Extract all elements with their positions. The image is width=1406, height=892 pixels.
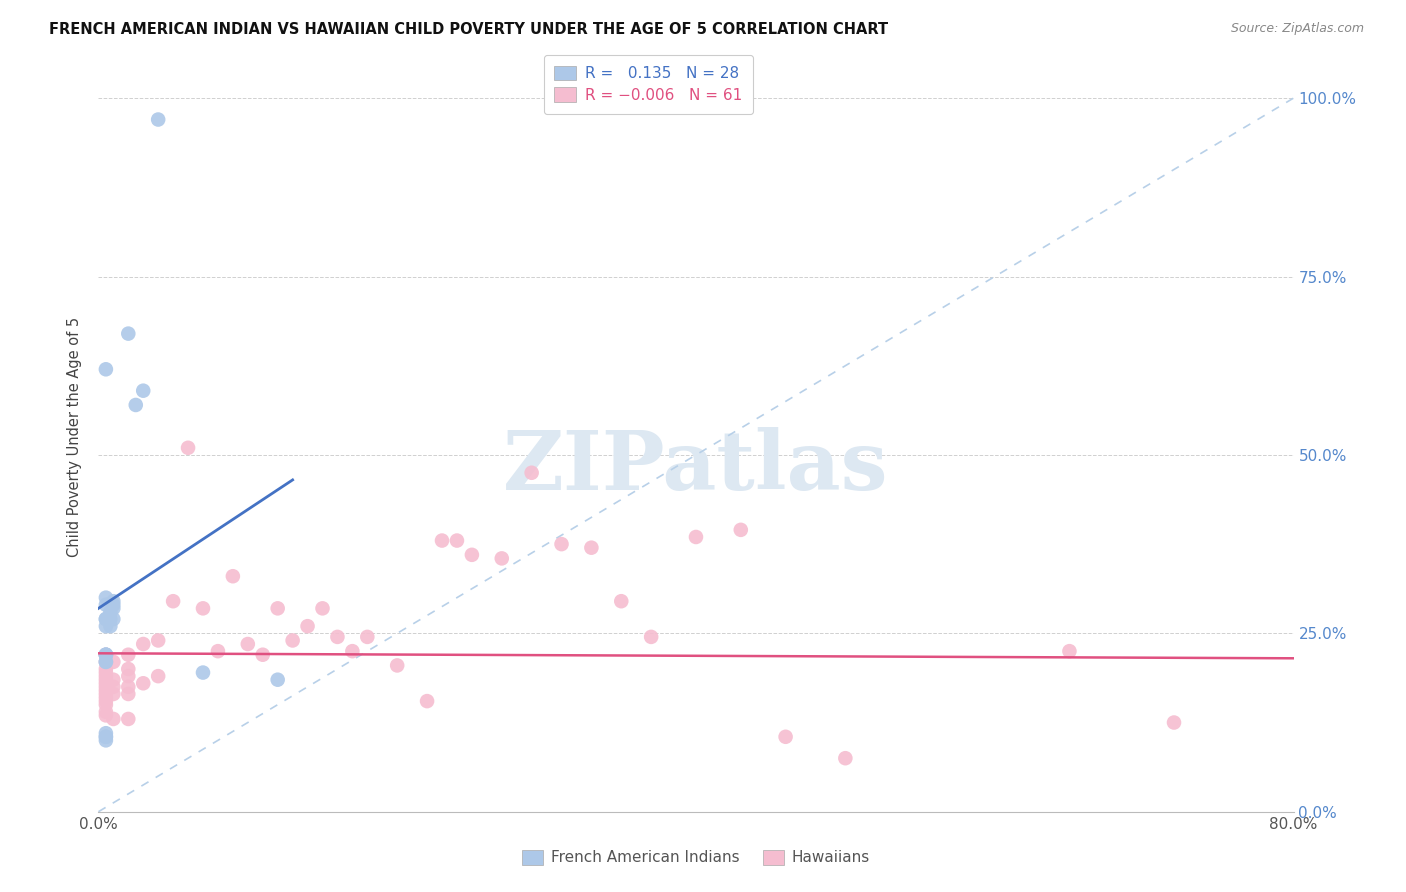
Point — [103, 594, 125, 608]
Point — [148, 633, 170, 648]
Point — [730, 523, 752, 537]
Y-axis label: Child Poverty Under the Age of 5: Child Poverty Under the Age of 5 — [67, 317, 83, 558]
Point — [94, 362, 117, 376]
Point — [117, 669, 139, 683]
Point — [356, 630, 378, 644]
Point — [94, 648, 117, 662]
Text: FRENCH AMERICAN INDIAN VS HAWAIIAN CHILD POVERTY UNDER THE AGE OF 5 CORRELATION : FRENCH AMERICAN INDIAN VS HAWAIIAN CHILD… — [49, 22, 889, 37]
Point — [1163, 715, 1185, 730]
Point — [103, 601, 125, 615]
Point — [94, 655, 117, 669]
Point — [125, 398, 148, 412]
Point — [117, 712, 139, 726]
Point — [311, 601, 333, 615]
Point — [94, 662, 117, 676]
Point — [94, 687, 117, 701]
Point — [685, 530, 707, 544]
Point — [94, 612, 117, 626]
Point — [94, 730, 117, 744]
Point — [94, 591, 117, 605]
Point — [94, 694, 117, 708]
Text: Source: ZipAtlas.com: Source: ZipAtlas.com — [1230, 22, 1364, 36]
Point — [236, 637, 259, 651]
Point — [94, 680, 117, 694]
Point — [94, 676, 117, 690]
Point — [267, 673, 290, 687]
Point — [610, 594, 633, 608]
Point — [281, 633, 304, 648]
Point — [117, 687, 139, 701]
Point — [94, 612, 117, 626]
Point — [132, 637, 155, 651]
Point — [177, 441, 200, 455]
Point — [207, 644, 229, 658]
Point — [94, 690, 117, 705]
Point — [117, 326, 139, 341]
Point — [103, 655, 125, 669]
Point — [834, 751, 856, 765]
Point — [94, 669, 117, 683]
Point — [94, 598, 117, 612]
Point — [98, 605, 122, 619]
Point — [98, 612, 122, 626]
Point — [1059, 644, 1081, 658]
Point — [191, 601, 214, 615]
Point — [94, 673, 117, 687]
Point — [132, 384, 155, 398]
Point — [94, 730, 117, 744]
Point — [297, 619, 319, 633]
Text: ZIPatlas: ZIPatlas — [503, 427, 889, 507]
Point — [162, 594, 184, 608]
Point — [94, 726, 117, 740]
Point — [103, 712, 125, 726]
Point — [103, 673, 125, 687]
Point — [581, 541, 603, 555]
Point — [267, 601, 290, 615]
Point — [94, 733, 117, 747]
Point — [94, 698, 117, 712]
Point — [416, 694, 439, 708]
Point — [94, 708, 117, 723]
Point — [775, 730, 797, 744]
Point — [103, 687, 125, 701]
Point — [446, 533, 468, 548]
Point — [94, 648, 117, 662]
Point — [520, 466, 543, 480]
Point — [461, 548, 484, 562]
Point — [148, 669, 170, 683]
Point — [98, 619, 122, 633]
Point — [117, 680, 139, 694]
Point — [491, 551, 513, 566]
Point — [94, 655, 117, 669]
Point — [342, 644, 364, 658]
Point — [148, 112, 170, 127]
Point — [326, 630, 349, 644]
Point — [252, 648, 274, 662]
Point — [94, 705, 117, 719]
Point — [385, 658, 409, 673]
Point — [430, 533, 453, 548]
Point — [117, 662, 139, 676]
Point — [550, 537, 572, 551]
Point — [94, 683, 117, 698]
Point — [103, 598, 125, 612]
Point — [94, 665, 117, 680]
Point — [117, 648, 139, 662]
Point — [222, 569, 245, 583]
Point — [94, 655, 117, 669]
Point — [103, 612, 125, 626]
Point — [191, 665, 214, 680]
Point — [132, 676, 155, 690]
Point — [94, 648, 117, 662]
Point — [640, 630, 662, 644]
Point — [94, 648, 117, 662]
Legend: French American Indians, Hawaiians: French American Indians, Hawaiians — [516, 844, 876, 871]
Point — [103, 680, 125, 694]
Point — [94, 619, 117, 633]
